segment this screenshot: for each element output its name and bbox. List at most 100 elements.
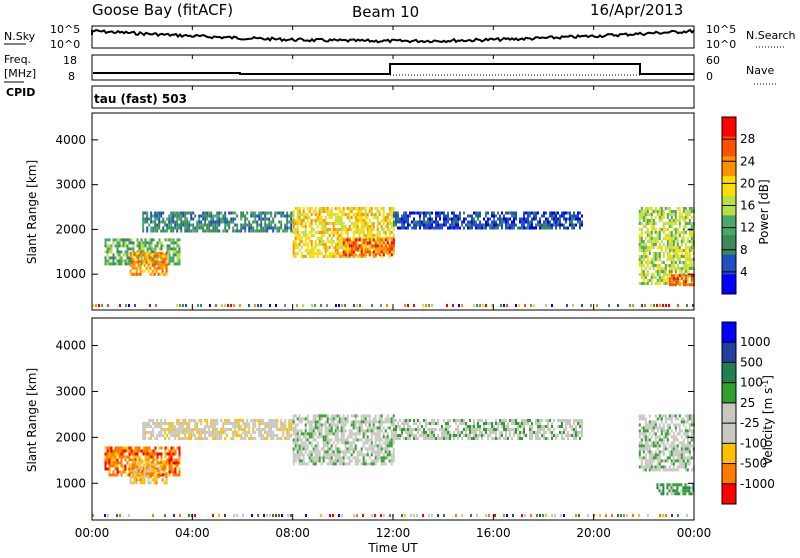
echo-cell <box>403 226 405 230</box>
echo-cell <box>678 279 681 282</box>
echo-cell <box>664 444 667 448</box>
echo-cell <box>318 210 321 213</box>
echo-cell <box>163 469 166 473</box>
echo-cell <box>425 419 427 422</box>
echo-cell <box>362 429 365 433</box>
echo-cell <box>656 279 659 282</box>
echo-cell <box>152 452 155 456</box>
nave-tick-top: 60 <box>706 54 720 67</box>
echo-cell <box>224 220 227 224</box>
echo-cell <box>690 444 693 448</box>
echo-cell <box>326 417 329 421</box>
echo-cell <box>302 459 305 463</box>
echo-cell <box>270 437 273 440</box>
echo-cell <box>678 426 681 430</box>
echo-cell <box>368 225 371 228</box>
echo-cell <box>356 247 359 251</box>
echo-cell <box>348 432 351 436</box>
echo-cell <box>388 417 391 421</box>
echo-cell <box>119 304 121 307</box>
echo-cell <box>294 426 297 430</box>
echo-cell <box>429 428 431 431</box>
echo-cell <box>642 273 645 276</box>
echo-cell <box>163 272 166 276</box>
echo-cell <box>112 470 115 474</box>
echo-cell <box>374 441 377 445</box>
echo-cell <box>318 249 321 252</box>
echo-cell <box>210 211 213 215</box>
echo-cell <box>555 434 557 437</box>
echo-cell <box>148 241 151 245</box>
echo-cell <box>306 417 309 421</box>
echo-cell <box>326 210 329 213</box>
echo-cell <box>172 461 175 465</box>
echo-cell <box>340 459 343 463</box>
echo-cell <box>666 429 669 433</box>
echo-cell <box>370 210 373 213</box>
echo-cell <box>160 214 163 218</box>
echo-cell <box>688 426 691 430</box>
echo-cell <box>378 447 381 451</box>
echo-cell <box>688 234 691 237</box>
echo-cell <box>376 240 379 243</box>
echo-cell <box>162 434 165 437</box>
echo-cell <box>126 244 129 248</box>
echo-cell <box>150 434 153 437</box>
freq-label: Freq. <box>4 53 31 66</box>
echo-cell <box>344 250 347 254</box>
echo-cell <box>264 223 267 227</box>
echo-cell <box>682 210 685 213</box>
echo-cell <box>519 437 521 440</box>
echo-cell <box>686 264 689 267</box>
echo-cell <box>378 210 381 213</box>
echo-cell <box>248 226 251 230</box>
echo-cell <box>485 223 487 227</box>
echo-cell <box>212 422 215 425</box>
y-tick-label: 4000 <box>55 339 86 353</box>
echo-cell <box>242 226 245 230</box>
echo-cell <box>350 228 353 231</box>
echo-cell <box>142 253 145 257</box>
echo-cell <box>286 431 289 434</box>
echo-cell <box>354 447 357 451</box>
echo-cell <box>537 431 539 434</box>
echo-cell <box>248 304 250 307</box>
echo-cell <box>686 435 689 439</box>
echo-cell <box>366 450 369 454</box>
echo-cell <box>688 264 691 267</box>
echo-cell <box>106 259 109 263</box>
echo-cell <box>284 223 287 227</box>
echo-cell <box>384 250 387 254</box>
echo-cell <box>670 213 673 216</box>
echo-cell <box>501 220 503 224</box>
echo-cell <box>449 217 451 221</box>
echo-cell <box>348 250 351 254</box>
echo-cell <box>356 450 359 454</box>
echo-cell <box>362 435 365 439</box>
echo-cell <box>344 304 346 307</box>
echo-cell <box>678 270 681 273</box>
echo-cell <box>310 450 313 454</box>
echo-cell <box>660 261 663 264</box>
echo-cell <box>110 449 113 453</box>
echo-cell <box>302 441 305 445</box>
echo-cell <box>678 432 681 436</box>
echo-cell <box>388 213 391 216</box>
echo-cell <box>288 437 291 440</box>
echo-cell <box>130 241 133 245</box>
colorbar-swatch <box>722 463 736 485</box>
echo-cell <box>674 280 677 284</box>
velocity-colorbar-label: Velocity [m s-1] <box>761 375 776 465</box>
echo-cell <box>126 449 129 453</box>
echo-cell <box>353 304 355 307</box>
echo-cell <box>539 425 541 428</box>
echo-cell <box>668 465 671 469</box>
echo-cell <box>443 214 445 218</box>
echo-cell <box>360 228 363 231</box>
echo-cell <box>354 244 357 248</box>
echo-cell <box>304 462 307 466</box>
echo-cell <box>445 425 447 428</box>
echo-cell <box>132 455 135 459</box>
echo-cell <box>658 417 661 421</box>
echo-cell <box>216 428 219 431</box>
